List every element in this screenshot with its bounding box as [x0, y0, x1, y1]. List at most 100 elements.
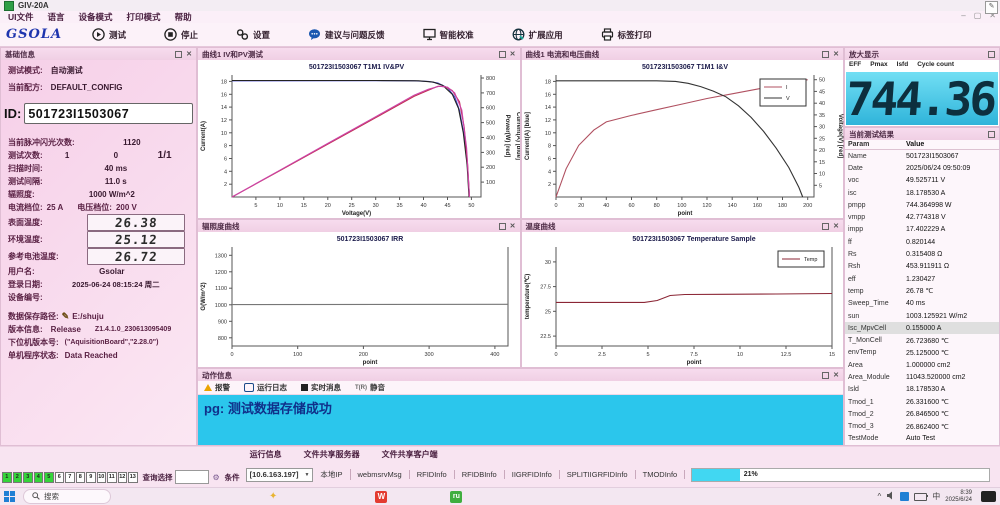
tab-file-share-server[interactable]: 文件共享服务器	[303, 450, 360, 459]
test-button[interactable]: 测试	[92, 28, 126, 41]
table-row[interactable]: Tmod_2 26.846500 ℃	[848, 410, 949, 419]
label-print-button[interactable]: 标签打印	[601, 28, 652, 41]
smart-calibration-button[interactable]: 智能校准	[422, 28, 474, 41]
svg-text:300: 300	[425, 352, 434, 358]
pin-icon[interactable]	[822, 222, 830, 230]
maximize-button[interactable]: ▢	[973, 11, 982, 21]
window-title: GIV-20A	[18, 1, 49, 11]
table-row[interactable]: TestMode Auto Test	[848, 435, 936, 443]
menu-language[interactable]: 语言	[47, 12, 65, 23]
tab-run-info[interactable]: 运行信息	[249, 450, 282, 459]
table-row[interactable]: pmpp 744.364998 W	[848, 201, 952, 209]
svg-text:10: 10	[277, 203, 283, 209]
close-icon[interactable]: ✕	[833, 51, 839, 58]
table-row[interactable]: temp 26.78 ℃	[848, 287, 934, 296]
action-info-panel: 动作信息 ✕ 报警 运行日志 实时消息 T(R) 静音 pg: 测试数据存储成功	[197, 368, 844, 446]
close-icon[interactable]: ✕	[833, 372, 839, 379]
edit-path-icon[interactable]: ✎	[61, 311, 70, 321]
table-row[interactable]: T_MonCell 26.723680 ℃	[848, 337, 949, 345]
table-row[interactable]: Rs 0.315408 Ω	[848, 251, 943, 259]
svg-text:200: 200	[486, 165, 495, 171]
table-row[interactable]: Isc_MpvCell 0.155000 A	[845, 322, 999, 335]
table-row[interactable]: envTemp 25.125000 ℃	[848, 349, 949, 357]
query-input[interactable]	[174, 470, 209, 484]
table-row[interactable]: Sweep_Time 40 ms	[848, 300, 926, 308]
ru-app-icon[interactable]: ru	[450, 490, 463, 503]
metric-pmax[interactable]: Pmax	[870, 61, 888, 68]
realtime-msg-button[interactable]: 实时消息	[301, 382, 341, 393]
table-row[interactable]: sun 1003.125921 W/m2	[848, 312, 968, 320]
status-item-rfidinfo[interactable]: RFIDInfo	[410, 470, 455, 479]
metric-cycle-count[interactable]: Cycle count	[917, 61, 955, 68]
log-icon	[244, 383, 254, 392]
mute-button[interactable]: T(R) 静音	[355, 383, 385, 392]
pin-icon[interactable]	[822, 371, 830, 379]
table-row[interactable]: Area 1.000000 cm2	[848, 361, 951, 369]
menu-help[interactable]: 帮助	[174, 12, 192, 23]
status-item-local-ip[interactable]: 本地IP	[313, 469, 351, 480]
clock[interactable]: 8:39 2025/6/24	[945, 489, 972, 503]
pin-icon[interactable]	[175, 50, 183, 58]
table-row[interactable]: Area_Module 11043.520000 cm2	[848, 373, 966, 381]
pin-icon[interactable]	[988, 130, 995, 138]
table-row[interactable]: voc 49.525711 V	[848, 177, 946, 185]
minimize-button[interactable]: –	[961, 11, 966, 21]
taskbar-search[interactable]: 搜索	[23, 489, 111, 504]
pin-icon[interactable]	[822, 50, 830, 58]
feedback-button[interactable]: 建议与问题反馈	[308, 28, 385, 41]
table-row[interactable]: ff 0.820144	[848, 238, 936, 246]
table-row[interactable]: Date 2025/06/24 09:50:09	[848, 164, 971, 172]
close-icon[interactable]: ✕	[833, 223, 839, 230]
metric-eff[interactable]: EFF	[849, 61, 862, 68]
svg-text:2: 2	[224, 182, 227, 188]
menu-print-mode[interactable]: 打印模式	[126, 12, 161, 23]
extended-apps-button[interactable]: 扩展应用	[512, 28, 563, 41]
svg-text:Current(A) [blue]: Current(A) [blue]	[525, 112, 531, 160]
close-icon[interactable]: ✕	[509, 223, 516, 230]
run-log-button[interactable]: 运行日志	[244, 382, 287, 393]
pin-icon[interactable]	[498, 50, 506, 58]
table-row[interactable]: Tmod_3 26.862400 ℃	[848, 423, 949, 431]
tray-widget-icon[interactable]	[981, 491, 996, 502]
menu-ui-file[interactable]: UI文件	[8, 12, 34, 23]
table-row[interactable]: Tmod_1 26.331600 ℃	[848, 398, 949, 407]
network-icon[interactable]	[900, 492, 910, 501]
alarm-button[interactable]: 报警	[204, 382, 230, 393]
copilot-icon[interactable]: ✦	[269, 491, 278, 502]
tab-file-share-client[interactable]: 文件共享客户端	[381, 450, 438, 459]
status-item-webmsrv[interactable]: webmsrvMsg	[351, 470, 410, 479]
table-row[interactable]: isc 18.178530 A	[848, 189, 946, 197]
close-icon[interactable]: ✕	[186, 51, 192, 58]
table-row[interactable]: Isld 18.178530 A	[848, 386, 946, 394]
pin-icon[interactable]	[498, 222, 506, 230]
status-item-rfidbinfo[interactable]: RFIDBInfo	[455, 470, 505, 479]
battery-icon[interactable]	[914, 492, 929, 501]
svg-text:10: 10	[819, 172, 825, 178]
gear-icon[interactable]: ⚙	[212, 472, 220, 482]
annotate-button[interactable]: ✎	[985, 1, 998, 14]
start-button[interactable]	[4, 491, 15, 502]
save-path-value: E:/shuju	[72, 312, 104, 321]
settings-button[interactable]: 设置	[236, 28, 270, 41]
table-row[interactable]: vmpp 42.774318 V	[848, 214, 946, 222]
pin-icon[interactable]	[988, 50, 995, 58]
input-language-indicator[interactable]: 中	[932, 492, 941, 501]
table-row[interactable]: Rsh 453.911911 Ω	[848, 263, 950, 271]
id-input[interactable]	[24, 103, 193, 124]
wps-app-icon[interactable]: W	[375, 490, 388, 503]
status-item-splitiigrfidinfo[interactable]: SPLITIIGRFIDInfo	[560, 470, 636, 479]
ip-dropdown[interactable]: [10.6.163.197] ▼	[245, 467, 314, 482]
stop-button[interactable]: 停止	[164, 28, 198, 41]
menu-device-mode[interactable]: 设备模式	[78, 12, 113, 23]
svg-text:40: 40	[819, 101, 825, 107]
table-row[interactable]: eff 1.230427	[848, 275, 936, 283]
table-row[interactable]: impp 17.402229 A	[848, 226, 946, 234]
close-button[interactable]: ✕	[989, 11, 996, 21]
close-icon[interactable]: ✕	[509, 51, 516, 58]
status-item-iigrfidinfo[interactable]: IIGRFIDInfo	[505, 470, 560, 479]
volume-icon[interactable]	[886, 491, 895, 502]
status-item-tmodinfo[interactable]: TMODInfo	[636, 470, 686, 479]
metric-isfd[interactable]: Isfd	[896, 61, 909, 68]
tray-expand-icon[interactable]: ^	[877, 492, 882, 501]
table-row[interactable]: Name 501723I1503067	[848, 152, 959, 160]
